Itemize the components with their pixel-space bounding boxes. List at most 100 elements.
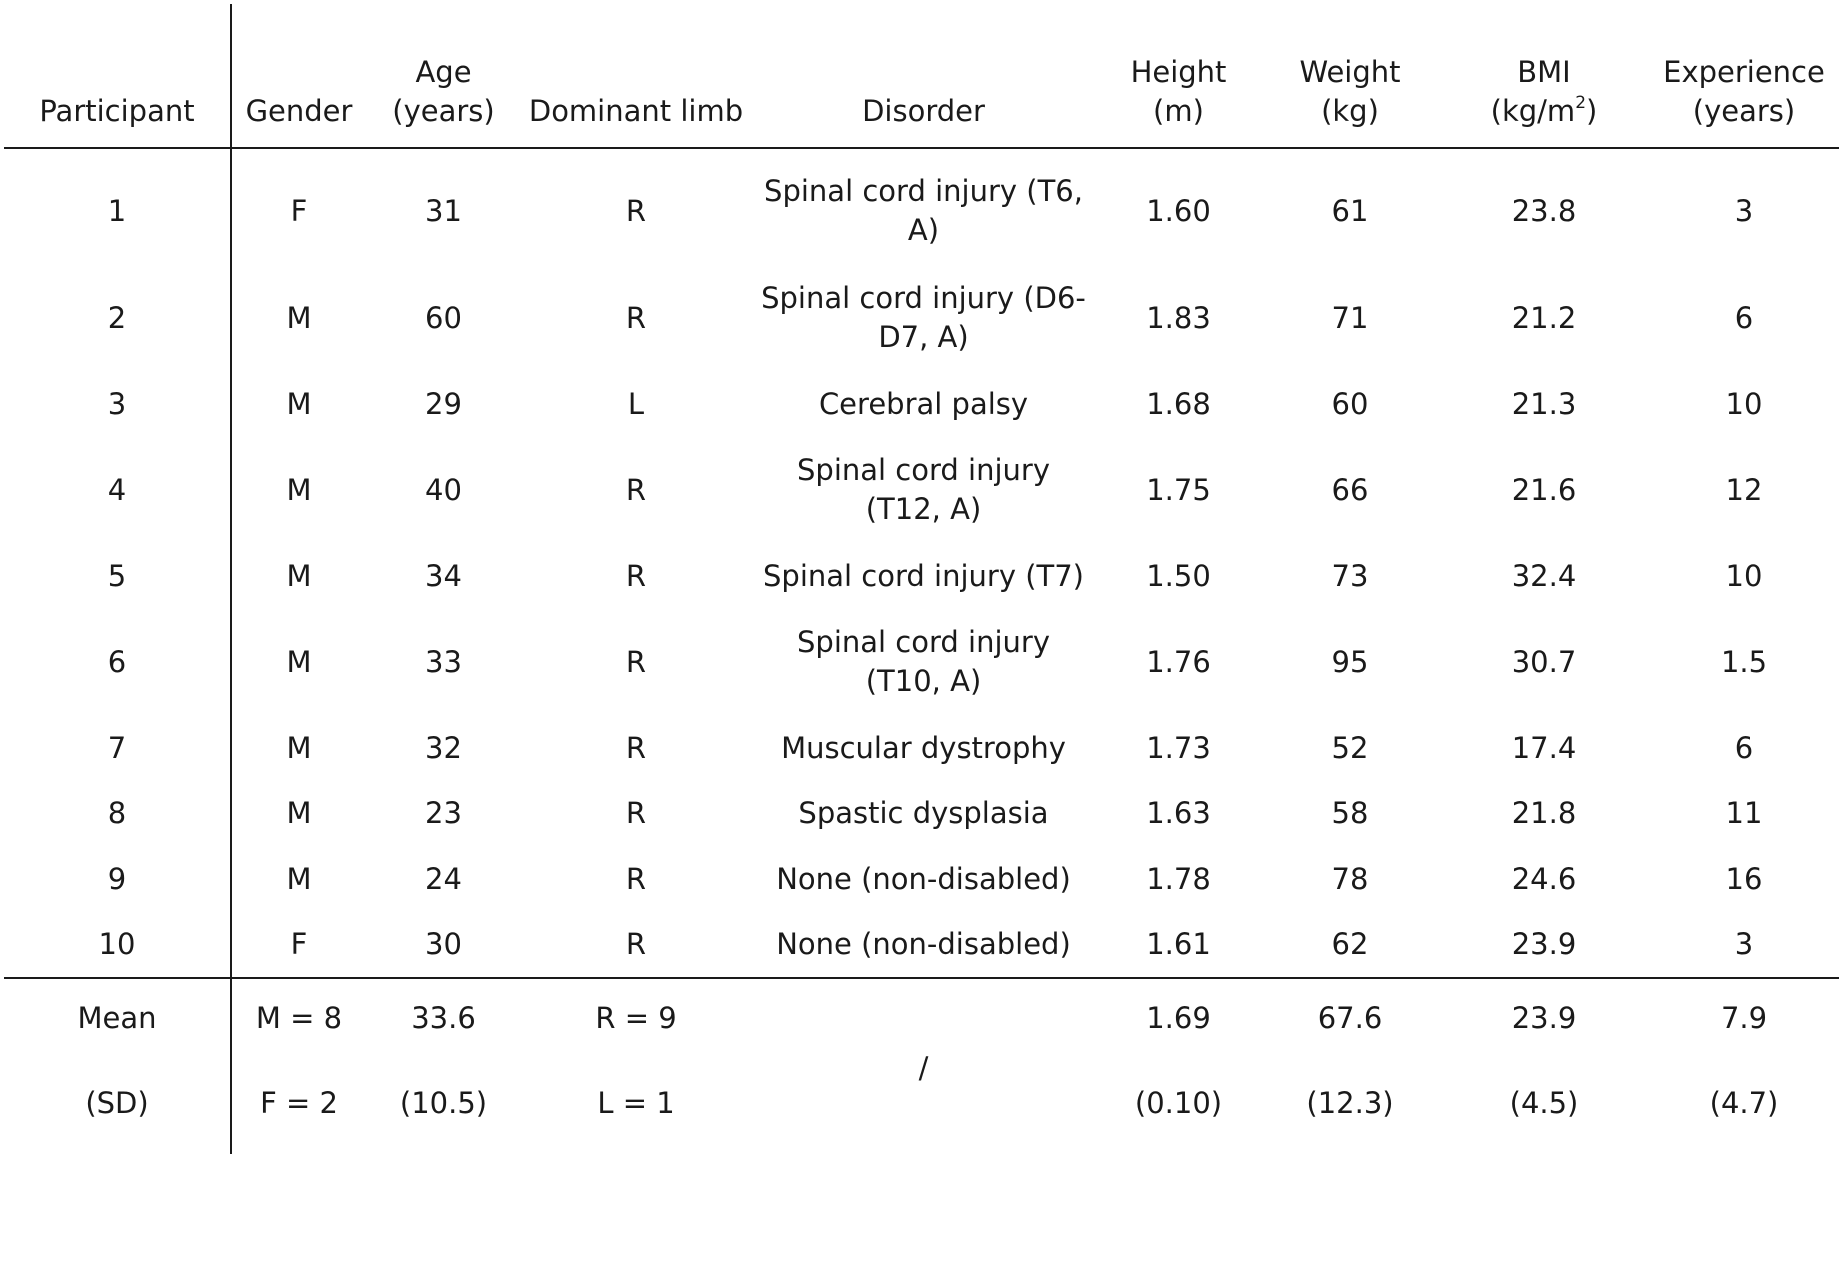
cell-disorder: Spinal cord injury (D6-D7, A)	[761, 281, 1086, 354]
cell-experience: 16	[1725, 861, 1763, 896]
cell-weight: 66	[1331, 472, 1369, 507]
cell-weight: 95	[1331, 644, 1369, 679]
cell-experience: 6	[1734, 300, 1754, 335]
cell-disorder: Spinal cord injury (T12, A)	[797, 453, 1050, 526]
summary-row-mean: Mean M = 8 33.6 R = 9 / 1.69 67.6 23.9 7…	[4, 977, 1839, 1154]
table-row: 5 M 34 R Spinal cord injury (T7) 1.50 73 32.4 10	[4, 543, 1839, 609]
cell-participant: 7	[4, 715, 232, 781]
cell-age: 40	[425, 472, 462, 507]
cell-height: 1.68	[1146, 386, 1211, 421]
table-body: 1 F 31 R Spinal cord injury (T6, A) 1.60 61 23.…	[4, 148, 1839, 978]
cell-experience: 3	[1734, 927, 1754, 961]
summary-weight-sd: (12.3)	[1306, 1086, 1394, 1120]
header-gender: Gender	[231, 4, 366, 149]
cell-age: 60	[425, 300, 462, 335]
summary-limb-left: L = 1	[597, 1086, 675, 1120]
summary-sd-label: (SD)	[4, 1053, 232, 1154]
cell-participant: 10	[4, 912, 232, 978]
cell-weight: 62	[1331, 927, 1369, 961]
summary-bmi-sd: (4.5)	[1509, 1086, 1579, 1120]
cell-age: 32	[425, 730, 462, 765]
cell-limb: L	[627, 386, 645, 421]
cell-height: 1.61	[1146, 927, 1211, 961]
cell-weight: 71	[1331, 300, 1369, 335]
cell-age: 23	[425, 796, 462, 830]
cell-height: 1.78	[1146, 861, 1211, 896]
cell-bmi: 21.3	[1511, 386, 1577, 421]
summary-height-sd: (0.10)	[1134, 1086, 1223, 1120]
cell-height: 1.50	[1146, 558, 1211, 593]
cell-bmi: 23.9	[1511, 927, 1577, 961]
cell-limb: R	[625, 730, 647, 765]
cell-experience: 10	[1725, 386, 1763, 421]
cell-weight: 52	[1331, 730, 1369, 765]
cell-experience: 1.5	[1720, 644, 1768, 679]
table-row: 2 M 60 R Spinal cord injury (D6-D7, A) 1.83 71…	[4, 265, 1839, 371]
cell-bmi: 21.2	[1511, 300, 1577, 335]
cell-experience: 12	[1725, 472, 1763, 507]
cell-weight: 58	[1331, 796, 1369, 830]
cell-gender: M	[286, 644, 312, 679]
cell-gender: M	[286, 472, 312, 507]
cell-experience: 11	[1725, 796, 1763, 830]
cell-disorder: Spinal cord injury (T7)	[763, 558, 1084, 593]
table-row: 4 M 40 R Spinal cord injury (T12, A) 1.75 66 21…	[4, 437, 1839, 543]
table-row: 9 M 24 R None (non-disabled) 1.78 78 24.6 16	[4, 846, 1839, 912]
cell-disorder: Spastic dysplasia	[798, 796, 1049, 830]
cell-gender: M	[286, 730, 312, 765]
cell-weight: 60	[1331, 386, 1369, 421]
cell-participant: 2	[4, 265, 232, 371]
cell-disorder: None (non-disabled)	[776, 927, 1071, 961]
cell-bmi: 32.4	[1511, 558, 1577, 593]
cell-disorder: None (non-disabled)	[776, 861, 1071, 896]
cell-bmi: 24.6	[1511, 861, 1577, 896]
cell-disorder: Cerebral palsy	[818, 386, 1029, 421]
cell-age: 29	[425, 386, 462, 421]
cell-limb: R	[625, 472, 647, 507]
cell-participant: 5	[4, 543, 232, 609]
cell-disorder: Spinal cord injury (T10, A)	[797, 625, 1050, 698]
cell-limb: R	[625, 796, 647, 830]
summary-experience-sd: (4.7)	[1709, 1086, 1779, 1120]
cell-age: 33	[425, 644, 462, 679]
summary-height-mean: 1.69	[1096, 977, 1261, 1053]
cell-limb: R	[625, 861, 647, 896]
table-header: Participant Gender Age (years) Dominant …	[4, 4, 1839, 149]
summary-disorder-slash: /	[751, 977, 1096, 1154]
table-row: 8 M 23 R Spastic dysplasia 1.63 58 21.8 11	[4, 781, 1839, 846]
cell-experience: 10	[1725, 558, 1763, 593]
cell-gender: F	[290, 193, 308, 228]
cell-disorder: Muscular dystrophy	[781, 730, 1066, 765]
cell-bmi: 17.4	[1511, 730, 1577, 765]
cell-age: 34	[425, 558, 462, 593]
cell-participant: 6	[4, 609, 232, 715]
header-experience: Experience (years)	[1649, 4, 1839, 149]
cell-weight: 78	[1331, 861, 1369, 896]
cell-participant: 1	[4, 148, 232, 265]
summary-mean-label: Mean	[4, 977, 232, 1053]
header-bmi: BMI (kg/m2)	[1439, 4, 1649, 149]
header-dominant-limb: Dominant limb	[521, 4, 751, 149]
cell-gender: M	[286, 796, 312, 830]
table-row: 10 F 30 R None (non-disabled) 1.61 62 23.9 3	[4, 912, 1839, 978]
table-summary: Mean M = 8 33.6 R = 9 / 1.69 67.6 23.9 7…	[4, 977, 1839, 1154]
table-row: 6 M 33 R Spinal cord injury (T10, A) 1.76 95 30…	[4, 609, 1839, 715]
cell-gender: M	[286, 558, 312, 593]
cell-bmi: 23.8	[1511, 193, 1577, 228]
cell-gender: M	[286, 300, 312, 335]
cell-gender: F	[290, 927, 308, 961]
cell-experience: 3	[1734, 193, 1754, 228]
cell-participant: 3	[4, 371, 232, 437]
cell-participant: 9	[4, 846, 232, 912]
summary-weight-mean: 67.6	[1261, 977, 1439, 1053]
summary-age-mean: 33.6	[366, 977, 521, 1053]
cell-age: 30	[425, 927, 462, 961]
cell-height: 1.83	[1146, 300, 1211, 335]
cell-participant: 4	[4, 437, 232, 543]
cell-limb: R	[625, 558, 647, 593]
summary-limb-right: R = 9	[521, 977, 751, 1053]
cell-age: 24	[425, 861, 462, 896]
summary-experience-mean: 7.9	[1649, 977, 1839, 1053]
header-height: Height (m)	[1096, 4, 1261, 149]
table-row: 7 M 32 R Muscular dystrophy 1.73 52 17.4 6	[4, 715, 1839, 781]
